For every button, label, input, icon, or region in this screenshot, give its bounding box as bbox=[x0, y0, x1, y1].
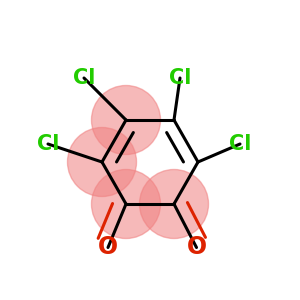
Text: O: O bbox=[98, 236, 118, 260]
Circle shape bbox=[92, 85, 160, 154]
Text: O: O bbox=[186, 236, 207, 260]
Circle shape bbox=[68, 128, 136, 196]
Text: Cl: Cl bbox=[37, 134, 59, 154]
Text: Cl: Cl bbox=[169, 68, 191, 88]
Text: Cl: Cl bbox=[229, 134, 251, 154]
Circle shape bbox=[140, 169, 208, 238]
Text: Cl: Cl bbox=[73, 68, 95, 88]
Circle shape bbox=[92, 169, 160, 238]
